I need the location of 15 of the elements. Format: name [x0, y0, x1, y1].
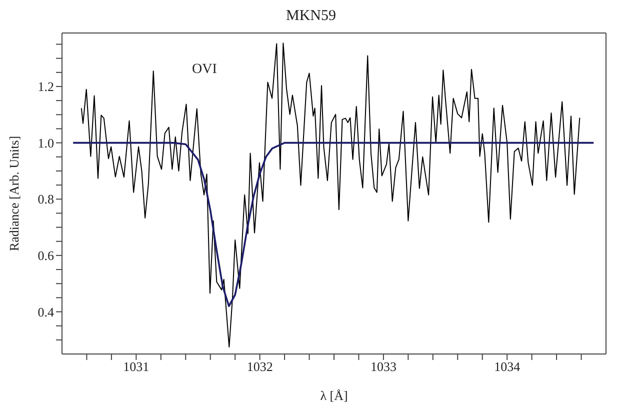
y-tick-label: 1.2: [38, 79, 54, 94]
annotation: OVI: [192, 62, 217, 78]
x-tick-label: 1034: [494, 359, 521, 374]
chart-title: MKN59: [284, 8, 337, 25]
x-tick-label: 1033: [370, 359, 396, 374]
x-axis-title: λ [Å]: [320, 388, 348, 403]
line-series: [80, 42, 580, 348]
y-tick-label: 0.6: [38, 248, 54, 264]
x-tick-label: 1032: [246, 359, 273, 374]
y-tick-label: 0.4: [38, 304, 54, 320]
x-tick-label: 1031: [123, 359, 150, 374]
y-tick-label: 0.8: [38, 192, 54, 207]
y-tick-label: 1.0: [38, 135, 54, 150]
line-series: [72, 142, 595, 308]
y-axis-title: Radiance [Arb. Units]: [6, 136, 22, 252]
